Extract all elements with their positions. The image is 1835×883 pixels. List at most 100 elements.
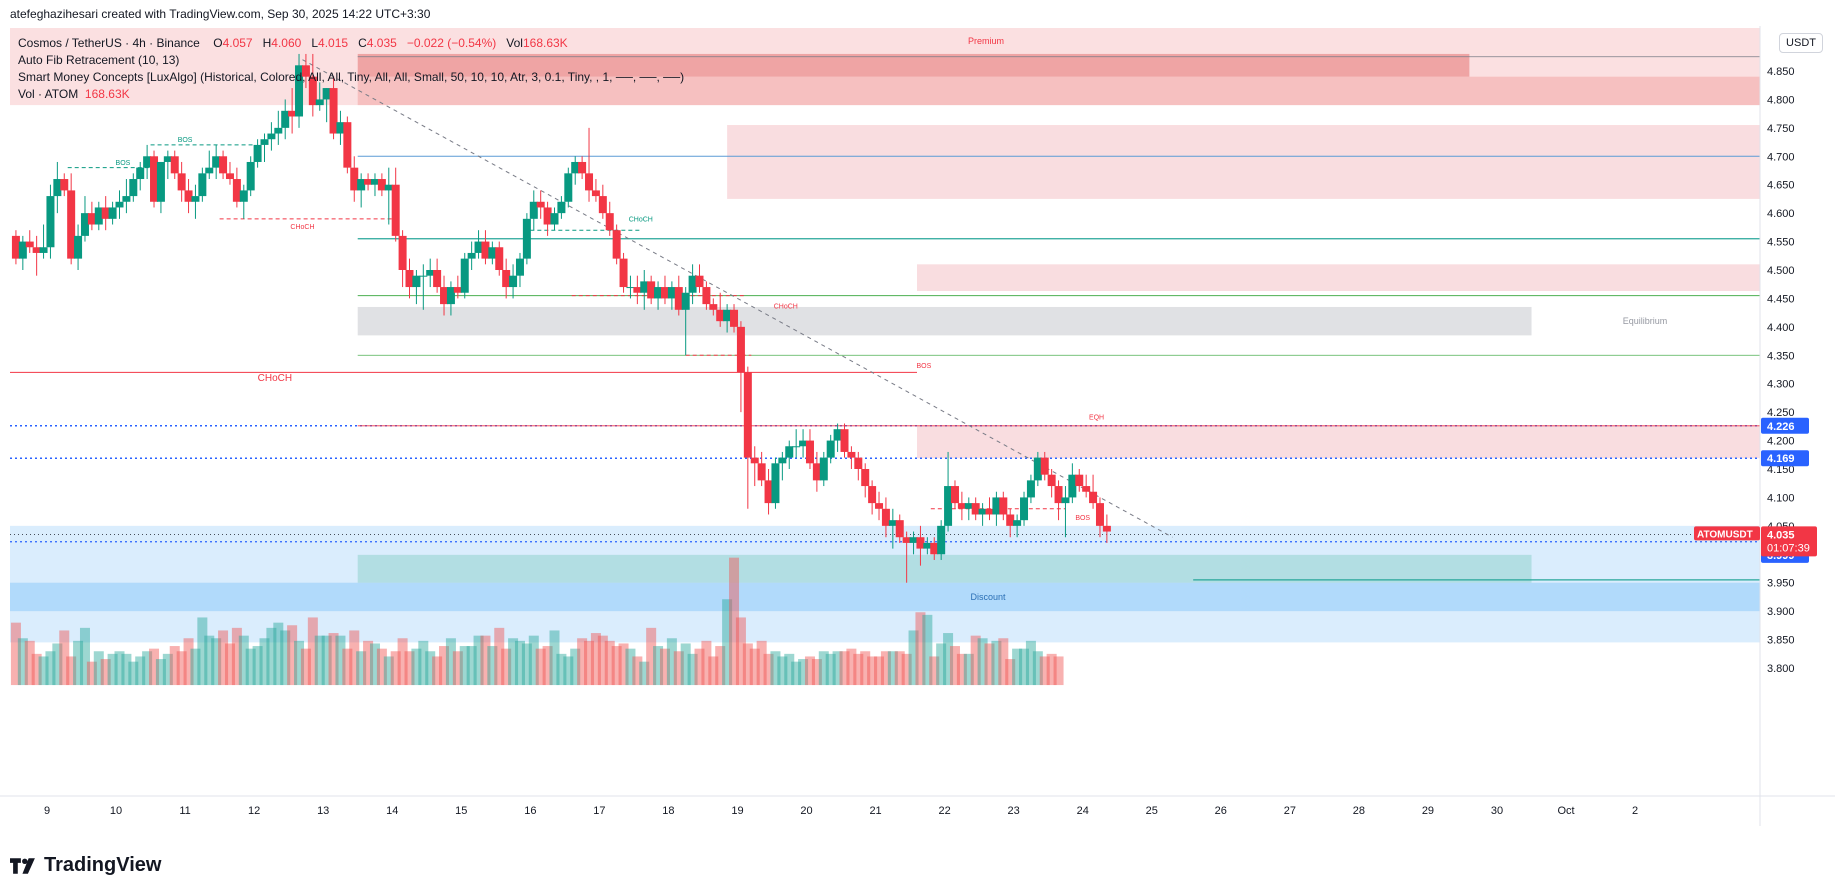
candle-body (985, 508, 994, 515)
candle-body (1061, 497, 1070, 504)
volume-bar (625, 648, 636, 686)
candle-body (1040, 457, 1049, 475)
candle-body (288, 110, 297, 117)
candle-body (384, 184, 393, 191)
candle-body (308, 76, 317, 106)
volume-bar (466, 646, 477, 686)
candle-body (591, 190, 600, 197)
candle-body (957, 503, 966, 509)
candle-body (557, 201, 566, 214)
indicator-smc[interactable]: Smart Money Concepts [LuxAlgo] (Historic… (18, 70, 685, 84)
tradingview-logo[interactable]: TradingView (10, 854, 161, 877)
candle-body (377, 179, 386, 191)
candle-body (1047, 474, 1056, 487)
candle-countdown: 01:07:39 (1767, 542, 1810, 554)
order-block-2 (917, 264, 1760, 292)
volume-bar (694, 648, 705, 686)
volume-bar (418, 640, 429, 686)
volume-bar (224, 643, 235, 686)
price-tick-label: 4.400 (1767, 322, 1795, 334)
open-value: 4.057 (222, 36, 253, 50)
volume-bar (73, 640, 84, 686)
candle-body (978, 508, 987, 515)
volume-bar (190, 648, 201, 686)
volume-bar (197, 617, 208, 686)
close-value: 4.035 (366, 36, 397, 50)
candle-body (412, 275, 421, 288)
candle-body (529, 201, 538, 219)
volume-bar (314, 635, 325, 686)
volume-bar (818, 651, 829, 686)
candle-body (267, 133, 276, 140)
volume-bar (832, 651, 843, 686)
volume-bar (66, 656, 77, 686)
candle-body (60, 179, 69, 191)
candle-body (322, 88, 331, 100)
price-tick-label: 4.450 (1767, 293, 1795, 305)
candle-body (833, 429, 842, 441)
volume-bar (632, 656, 643, 686)
candle-body (370, 179, 379, 185)
price-chart[interactable]: BOS BOS CHoCH CHoCH CHoCH CHoCH BOS EQH BOS Premi… (0, 26, 1835, 826)
time-tick-label: 16 (524, 805, 536, 817)
candle-body (619, 258, 628, 288)
candle-body (170, 156, 179, 174)
candle-body (357, 179, 366, 191)
candle-body (812, 463, 821, 481)
volume-bar (874, 656, 885, 686)
candle-body (660, 287, 669, 299)
volume-bar (984, 643, 995, 686)
candle-body (916, 537, 925, 549)
indicator-volume[interactable]: Vol · ATOM 168.63K (18, 86, 684, 103)
indicator-fib[interactable]: Auto Fib Retracement (10, 13) (18, 53, 180, 67)
time-tick-label: 19 (731, 805, 743, 817)
volume-bar (252, 646, 263, 686)
candle-body (709, 304, 718, 310)
volume-bar (107, 653, 118, 686)
candle-body (964, 503, 973, 509)
volume-bar (59, 630, 70, 686)
candle-body (598, 196, 607, 214)
volume-bar (735, 617, 746, 686)
time-axis[interactable]: 9 10 11 12 13 14 15 16 17 18 19 20 21 22 23 24 25 26 27 28 2… (0, 795, 1835, 817)
candle-body (861, 469, 870, 487)
candle-body (881, 508, 890, 526)
volume-bar (383, 656, 394, 686)
time-tick-label: 30 (1491, 805, 1503, 817)
price-tick-label: 4.550 (1767, 237, 1795, 249)
candle-body (999, 497, 1008, 515)
volume-bar (514, 640, 525, 686)
currency-selector[interactable]: USDT (1779, 33, 1823, 53)
volume-bar (597, 635, 608, 686)
candle-body (785, 446, 794, 458)
candle-body (799, 440, 808, 447)
candle-body (39, 247, 48, 253)
candle-body (688, 275, 697, 293)
volume-bar (708, 656, 719, 686)
candle-body (550, 213, 559, 225)
candle-body (67, 190, 76, 259)
volume-bar (342, 648, 353, 686)
volume-bar (369, 643, 380, 686)
volume-bar (1053, 656, 1064, 686)
volume-bar (535, 648, 546, 686)
last-price-symbol: ATOMUSDT (1697, 529, 1753, 540)
candle-body (419, 275, 428, 277)
volume-bar (659, 648, 670, 686)
time-tick-label: 18 (662, 805, 674, 817)
price-label-box (1761, 417, 1809, 434)
candle-body (143, 156, 152, 168)
volume-bar (1039, 656, 1050, 686)
symbol-name[interactable]: Cosmos / TetherUS · 4h · Binance (18, 36, 200, 50)
volume-bar (777, 656, 788, 686)
time-tick-label: 2 (1632, 805, 1638, 817)
volume-bar (521, 643, 532, 686)
volume-bar (701, 640, 712, 686)
open-label: O (213, 36, 223, 50)
candle-body (923, 542, 932, 549)
volume-bar (687, 653, 698, 686)
candle-body (971, 503, 980, 515)
price-axis[interactable]: 4.850 4.800 4.750 4.700 4.650 4.600 4.550 4.500… (1759, 26, 1795, 826)
chart-credit: atefeghazihesari created with TradingVie… (10, 7, 431, 21)
price-tick-label: 4.300 (1767, 379, 1795, 391)
